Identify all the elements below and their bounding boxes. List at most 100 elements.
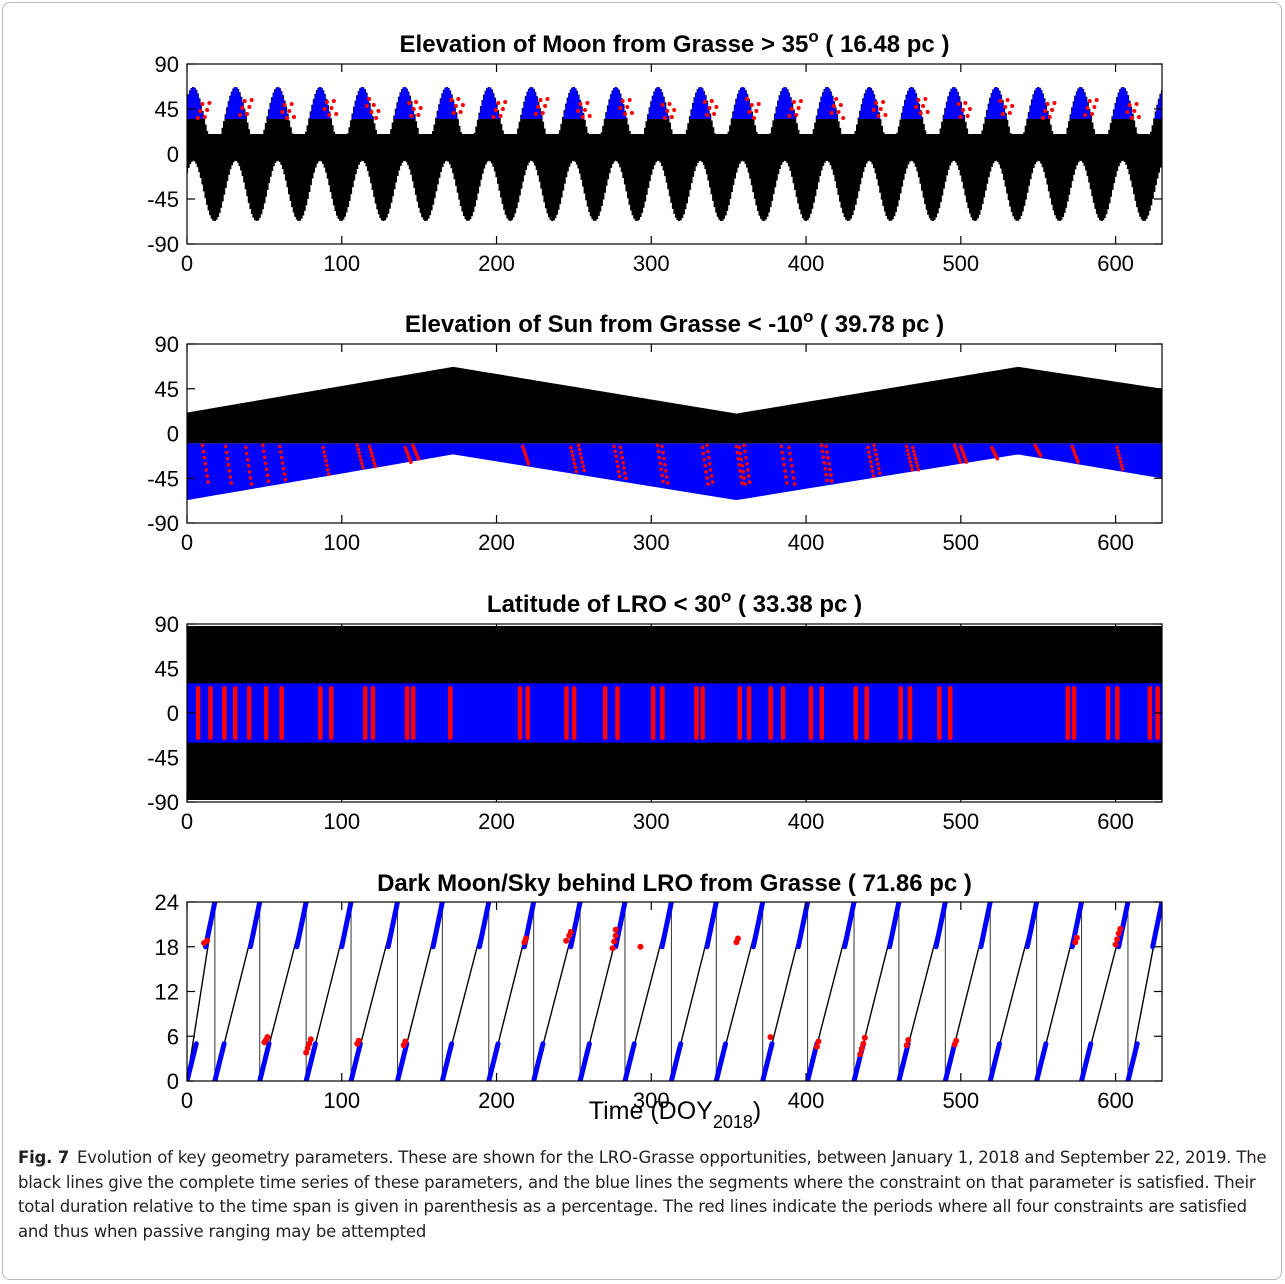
point-all-constraints xyxy=(500,107,505,111)
point-all-constraints xyxy=(283,477,288,482)
x-tick-label: 600 xyxy=(1097,809,1134,834)
point-all-constraints xyxy=(752,116,757,120)
caption-text: Evolution of key geometry parameters. Th… xyxy=(18,1148,1267,1241)
point-all-constraints xyxy=(700,445,705,450)
point-all-constraints xyxy=(704,470,708,474)
x-tick-label: 100 xyxy=(323,1088,360,1113)
point-all-constraints xyxy=(965,114,970,118)
point-all-constraints xyxy=(913,456,918,461)
series-satisfied xyxy=(1024,902,1040,950)
point-all-constraints xyxy=(1050,108,1055,112)
series-satisfied xyxy=(568,902,583,950)
point-all-constraints xyxy=(872,443,876,448)
series-satisfied xyxy=(933,902,948,950)
point-all-constraints xyxy=(249,482,254,486)
y-tick-label: -90 xyxy=(147,790,179,815)
bar-all-constraints xyxy=(660,686,665,740)
point-all-constraints xyxy=(580,115,585,119)
bar-all-constraints xyxy=(517,686,523,740)
point-all-constraints xyxy=(907,456,912,460)
point-all-constraints xyxy=(857,1051,864,1058)
point-all-constraints xyxy=(327,113,332,117)
point-all-constraints xyxy=(402,1038,409,1045)
point-all-constraints xyxy=(705,113,710,117)
point-all-constraints xyxy=(533,112,538,116)
series-satisfied xyxy=(750,902,766,950)
y-tick-label: 0 xyxy=(167,701,179,726)
point-all-constraints xyxy=(407,101,412,105)
point-all-constraints xyxy=(702,457,707,462)
point-all-constraints xyxy=(787,445,791,450)
point-all-constraints xyxy=(367,97,372,101)
x-tick-label: 400 xyxy=(788,1088,825,1113)
point-all-constraints xyxy=(567,928,574,935)
point-all-constraints xyxy=(1117,452,1121,457)
point-all-constraints xyxy=(264,467,269,472)
series-satisfied xyxy=(713,1041,729,1081)
series-satisfied xyxy=(486,1041,501,1081)
point-all-constraints xyxy=(619,450,624,455)
point-all-constraints xyxy=(660,103,665,107)
series-satisfied xyxy=(187,443,1162,501)
point-all-constraints xyxy=(496,101,501,105)
point-all-constraints xyxy=(911,445,915,450)
point-all-constraints xyxy=(334,112,339,116)
bar-all-constraints xyxy=(232,686,238,740)
point-all-constraints xyxy=(414,100,419,104)
point-all-constraints xyxy=(1117,925,1124,932)
point-all-constraints xyxy=(813,1043,820,1050)
point-all-constraints xyxy=(881,100,886,104)
point-all-constraints xyxy=(705,443,709,448)
point-all-constraints xyxy=(918,111,923,115)
point-all-constraints xyxy=(870,469,875,474)
point-all-constraints xyxy=(787,114,792,118)
point-all-constraints xyxy=(198,109,203,113)
point-all-constraints xyxy=(629,111,634,115)
point-all-constraints xyxy=(618,106,623,110)
point-all-constraints xyxy=(819,443,824,448)
point-all-constraints xyxy=(995,456,1000,461)
bar-all-constraints xyxy=(246,686,252,740)
point-all-constraints xyxy=(278,444,282,449)
point-all-constraints xyxy=(737,462,741,467)
point-all-constraints xyxy=(823,466,828,471)
series-satisfied xyxy=(760,1041,775,1081)
point-all-constraints xyxy=(782,462,786,467)
point-all-constraints xyxy=(1094,98,1099,102)
point-all-constraints xyxy=(860,1040,867,1047)
panel-title: Latitude of LRO < 30o ( 33.38 pc ) xyxy=(487,587,862,618)
point-all-constraints xyxy=(576,443,581,448)
y-tick-label: -45 xyxy=(147,187,179,212)
point-all-constraints xyxy=(581,464,585,469)
point-all-constraints xyxy=(284,116,289,120)
point-all-constraints xyxy=(883,113,888,117)
point-all-constraints xyxy=(790,463,794,468)
x-tick-label: 400 xyxy=(788,530,825,555)
point-all-constraints xyxy=(660,473,664,478)
point-all-constraints xyxy=(707,455,711,460)
point-all-constraints xyxy=(240,106,245,110)
point-all-constraints xyxy=(578,102,583,106)
point-all-constraints xyxy=(826,456,830,460)
point-all-constraints xyxy=(373,464,377,469)
y-tick-label: 0 xyxy=(167,142,179,167)
point-all-constraints xyxy=(956,102,961,106)
point-all-constraints xyxy=(625,105,630,109)
panel-title-text: Dark Moon/Sky behind LRO from Grasse ( 7… xyxy=(377,870,972,897)
point-all-constraints xyxy=(587,114,592,118)
point-all-constraints xyxy=(206,480,210,484)
point-all-constraints xyxy=(658,461,663,466)
point-all-constraints xyxy=(408,460,413,464)
x-tick-label: 0 xyxy=(181,1088,193,1113)
point-all-constraints xyxy=(545,97,550,101)
point-all-constraints xyxy=(503,100,508,104)
x-tick-label: 600 xyxy=(1097,530,1134,555)
point-all-constraints xyxy=(746,474,751,478)
point-all-constraints xyxy=(736,456,741,461)
point-all-constraints xyxy=(611,938,618,945)
point-all-constraints xyxy=(1052,101,1057,105)
panel-title-text: Latitude of LRO < 30 xyxy=(487,591,721,618)
point-all-constraints xyxy=(616,469,621,474)
x-tick-label: 300 xyxy=(633,530,670,555)
